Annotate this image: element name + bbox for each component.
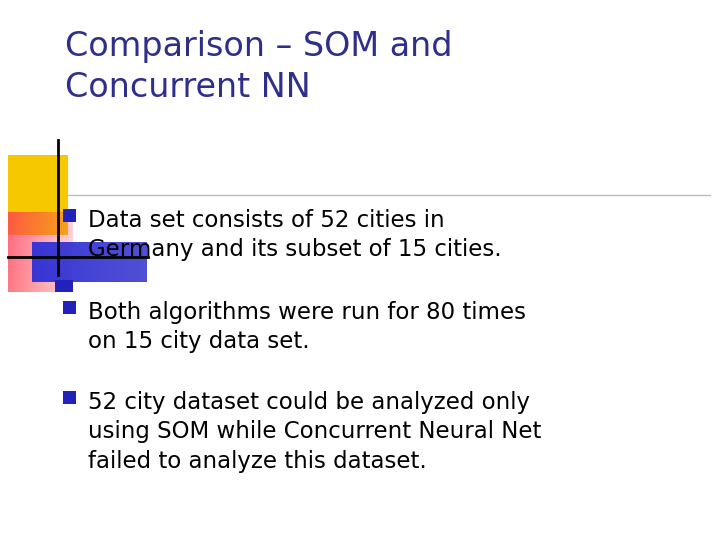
Bar	[55, 280, 73, 292]
Bar	[63, 301, 76, 314]
Text: Data set consists of 52 cities in
Germany and its subset of 15 cities.: Data set consists of 52 cities in German…	[88, 209, 502, 261]
Bar	[32, 242, 147, 282]
Text: Comparison – SOM and
Concurrent NN: Comparison – SOM and Concurrent NN	[65, 30, 452, 104]
Bar	[63, 209, 76, 222]
Bar	[63, 391, 76, 404]
Text: Both algorithms were run for 80 times
on 15 city data set.: Both algorithms were run for 80 times on…	[88, 301, 526, 353]
Bar	[8, 155, 68, 235]
Text: 52 city dataset could be analyzed only
using SOM while Concurrent Neural Net
fai: 52 city dataset could be analyzed only u…	[88, 391, 541, 472]
